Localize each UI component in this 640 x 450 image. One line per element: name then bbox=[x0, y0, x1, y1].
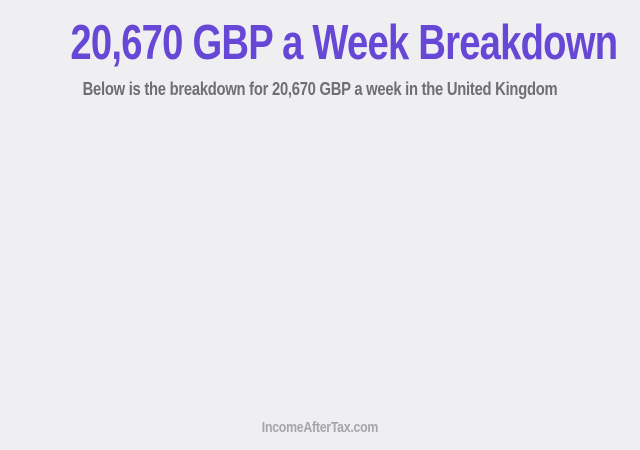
site-watermark: IncomeAfterTax.com bbox=[261, 419, 379, 436]
page-header: 20,670 GBP a Week Breakdown Below is the… bbox=[0, 0, 640, 100]
page-title: 20,670 GBP a Week Breakdown bbox=[70, 16, 618, 70]
page-subtitle: Below is the breakdown for 20,670 GBP a … bbox=[82, 79, 558, 100]
empty-chart-area bbox=[0, 110, 640, 410]
page-footer: IncomeAfterTax.com bbox=[0, 419, 640, 437]
